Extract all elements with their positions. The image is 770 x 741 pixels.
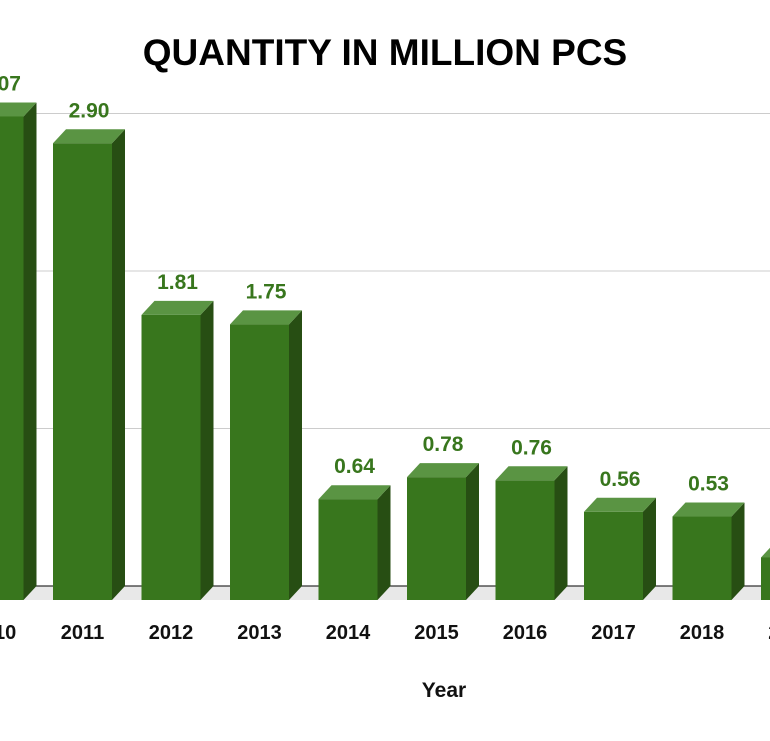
bar-top: [318, 485, 391, 500]
x-tick-label: 2011: [61, 622, 104, 644]
bar-top: [584, 497, 656, 512]
x-tick-label: 2016: [503, 622, 548, 644]
bar: [0, 116, 24, 600]
data-label: 1.75: [246, 280, 287, 303]
x-tick-label: 2019: [768, 622, 770, 644]
bar-top: [0, 102, 37, 117]
bar-side: [200, 300, 214, 600]
data-label: 0.64: [334, 455, 375, 478]
bar: [318, 499, 378, 600]
bar-top: [407, 463, 479, 478]
data-label: 0.56: [600, 468, 641, 491]
bar-side: [643, 497, 656, 600]
bar-side: [289, 310, 302, 600]
bar: [761, 557, 770, 600]
bar: [53, 143, 112, 600]
bar: [584, 511, 643, 600]
x-tick-label: 2015: [414, 622, 459, 644]
chart-title: QUANTITY IN MILLION PCS: [142, 32, 628, 73]
bar: [495, 480, 555, 600]
data-label: 0.53: [688, 473, 729, 496]
bar-side: [377, 485, 391, 600]
bar-side: [112, 129, 125, 600]
bar-side: [731, 502, 745, 600]
bar-top: [672, 502, 745, 517]
bar: [407, 477, 466, 600]
x-tick-label: 2014: [326, 622, 371, 644]
x-tick-label: 2012: [149, 622, 194, 644]
bar-top: [495, 466, 568, 481]
bar-top: [53, 129, 125, 144]
x-tick-label: 2010: [0, 622, 16, 644]
bar-top: [230, 310, 302, 325]
bar-side: [466, 463, 479, 600]
x-tick-label: 2013: [237, 622, 282, 644]
data-label: 2.90: [69, 99, 110, 122]
data-label: 1.81: [157, 271, 198, 294]
data-label: 0.76: [511, 436, 552, 459]
data-label: 3.07: [0, 72, 21, 95]
bar-side: [554, 466, 568, 600]
x-axis-title: Year: [421, 679, 467, 702]
bar: [672, 516, 732, 600]
x-tick-label: 2017: [591, 622, 636, 644]
bar: [230, 324, 289, 600]
bar-top: [761, 547, 770, 558]
x-tick-label: 2018: [680, 622, 725, 644]
bar-top: [141, 300, 214, 315]
bar-side: [23, 102, 37, 600]
bar: [141, 314, 201, 600]
data-label: 0.78: [423, 433, 464, 456]
